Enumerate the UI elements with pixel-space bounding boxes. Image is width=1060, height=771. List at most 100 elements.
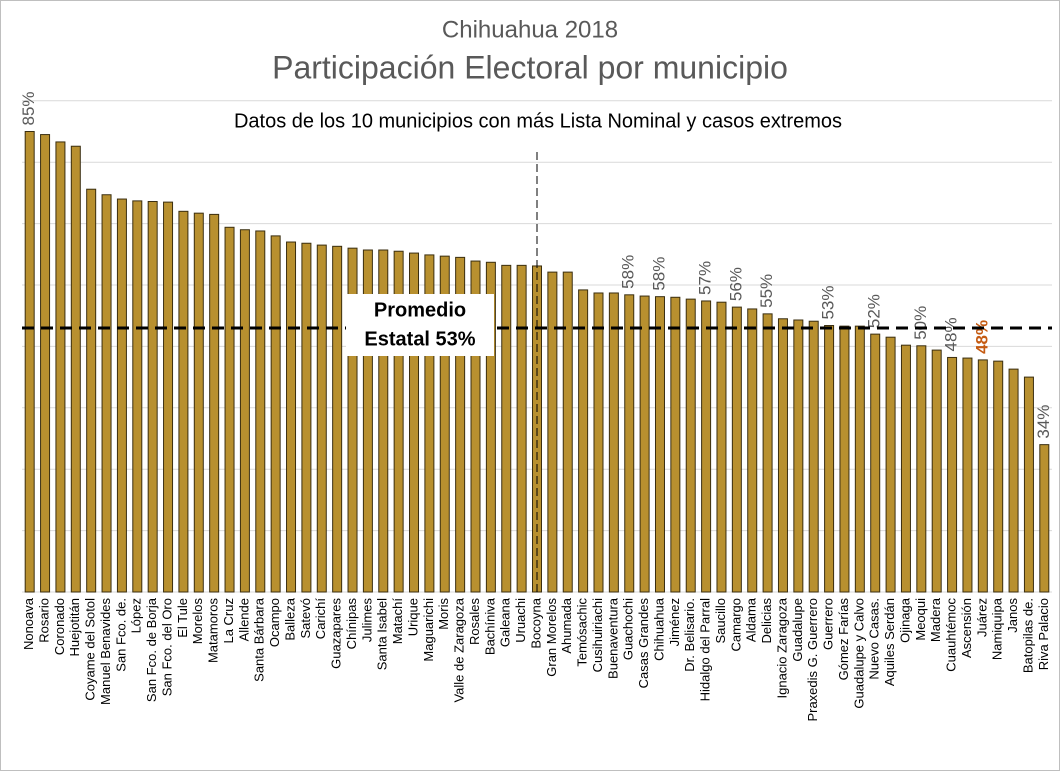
x-tick-label: Aldama [744, 597, 759, 642]
bar [947, 356, 958, 593]
x-tick-label: López [129, 598, 144, 633]
x-tick-label: Chínipas [344, 598, 359, 650]
x-tick-label: Dr. Belisario. [682, 598, 697, 672]
bar [962, 357, 973, 593]
x-tick-label: Hidalgo del Parral [698, 598, 713, 701]
bar [916, 345, 927, 593]
x-tick-label: Bocoyna [528, 597, 543, 648]
value-label: 50% [911, 306, 930, 340]
x-tick-label: Cuauhtémoc [944, 598, 959, 672]
bar [316, 244, 327, 593]
x-tick-label: San Fco. del Oro [159, 598, 174, 696]
bar [562, 271, 573, 593]
x-tick-label: Meoqui [913, 598, 928, 641]
x-tick-label: Jiménez [667, 598, 682, 646]
bars: Nonoava Rosario Coronado Huejotitán Coyame d… [21, 131, 1051, 722]
bar [101, 194, 112, 593]
bar [639, 295, 650, 593]
x-tick-label: Guadalupe [790, 598, 805, 662]
x-tick-label: Delicias [759, 598, 774, 644]
x-tick-label: Temósachic [575, 598, 590, 667]
x-tick-label: Allende [236, 598, 251, 641]
bar [870, 333, 881, 593]
bar [147, 200, 158, 593]
x-tick-label: Moris [436, 598, 451, 630]
x-tick-label: Santa Bárbara [252, 597, 267, 682]
value-label: 56% [726, 267, 745, 301]
value-label: 58% [619, 255, 638, 289]
value-label: 85% [19, 91, 38, 125]
x-tick-label: Satevó [298, 598, 313, 638]
bar [762, 313, 773, 593]
overlay: 85% 58% 58% 57% 56% 55% 53% 52% 50% 48% 48% 34% Prom… [19, 91, 1053, 592]
x-tick-label: Casas Grandes [636, 598, 651, 689]
chart-title: Chihuahua 2018 [442, 16, 618, 43]
bar [362, 249, 373, 593]
bar [716, 301, 727, 593]
bar [455, 256, 466, 593]
x-tick-label: Ignacio Zaragoza [774, 597, 789, 698]
x-tick-label: Praxedis G. Guerrero [805, 598, 820, 722]
x-tick-label: Manuel Benavides [98, 598, 113, 705]
bar [347, 247, 358, 593]
x-tick-label: Uruachi [513, 598, 528, 643]
bar [301, 242, 312, 593]
x-tick-label: Galeana [498, 597, 513, 647]
bar [854, 325, 865, 593]
x-tick-label: Batopilas de. [1020, 598, 1035, 673]
x-tick-label: Santa Isabel [375, 598, 390, 670]
x-tick-label: Valle de Zaragoza [452, 597, 467, 702]
value-label: 48% [942, 317, 961, 351]
average-label: Estatal 53% [364, 328, 475, 350]
bar [163, 201, 174, 593]
x-tick-label: Ojinaga [897, 597, 912, 643]
bar [178, 210, 189, 593]
chart-note: Datos de los 10 municipios con más Lista… [234, 110, 842, 132]
bar [224, 226, 235, 593]
bar [747, 308, 758, 593]
bar [485, 261, 496, 593]
x-tick-label: Gran Morelos [544, 598, 559, 677]
bar [593, 292, 604, 593]
bar [793, 319, 804, 593]
bar [470, 260, 481, 593]
x-tick-label: Guadalupe y Calvo [851, 598, 866, 709]
x-tick-label: Saucillo [713, 598, 728, 644]
bar [255, 230, 266, 593]
bar [132, 200, 143, 593]
x-tick-label: Janos [1005, 598, 1020, 633]
x-tick-label: Morelos [190, 598, 205, 645]
x-tick-label: Juárez [974, 598, 989, 637]
bar [931, 349, 942, 593]
bar [70, 145, 81, 593]
x-tick-label: Riva Palacio [1036, 598, 1051, 670]
bar [885, 336, 896, 593]
value-label: 48% [972, 320, 991, 354]
x-tick-label: Nuevo Casas. [867, 598, 882, 680]
x-tick-label: Carichí [313, 598, 328, 640]
x-tick-label: Matachí [390, 598, 405, 645]
bar [378, 249, 389, 593]
bar [40, 134, 51, 593]
x-tick-label: Ocampo [267, 598, 282, 647]
bar [393, 250, 404, 593]
bar [993, 360, 1004, 593]
x-tick-label: Rosario [36, 598, 51, 643]
x-tick-label: Madera [928, 597, 943, 642]
bar [501, 264, 512, 593]
value-label: 55% [757, 274, 776, 308]
bar [977, 359, 988, 593]
bar [424, 254, 435, 593]
chart-subtitle: Participación Electoral por municipio [272, 49, 788, 85]
x-tick-label: San Fco. de. [113, 598, 128, 672]
x-tick-label: Balleza [282, 597, 297, 640]
x-tick-label: Gómez Farías [836, 598, 851, 681]
x-tick-label: Camargo [728, 598, 743, 651]
value-label: 58% [649, 257, 668, 291]
bar [1023, 376, 1034, 593]
bar [270, 235, 281, 593]
bar [839, 325, 850, 593]
bar [701, 300, 712, 593]
bar [116, 198, 127, 593]
